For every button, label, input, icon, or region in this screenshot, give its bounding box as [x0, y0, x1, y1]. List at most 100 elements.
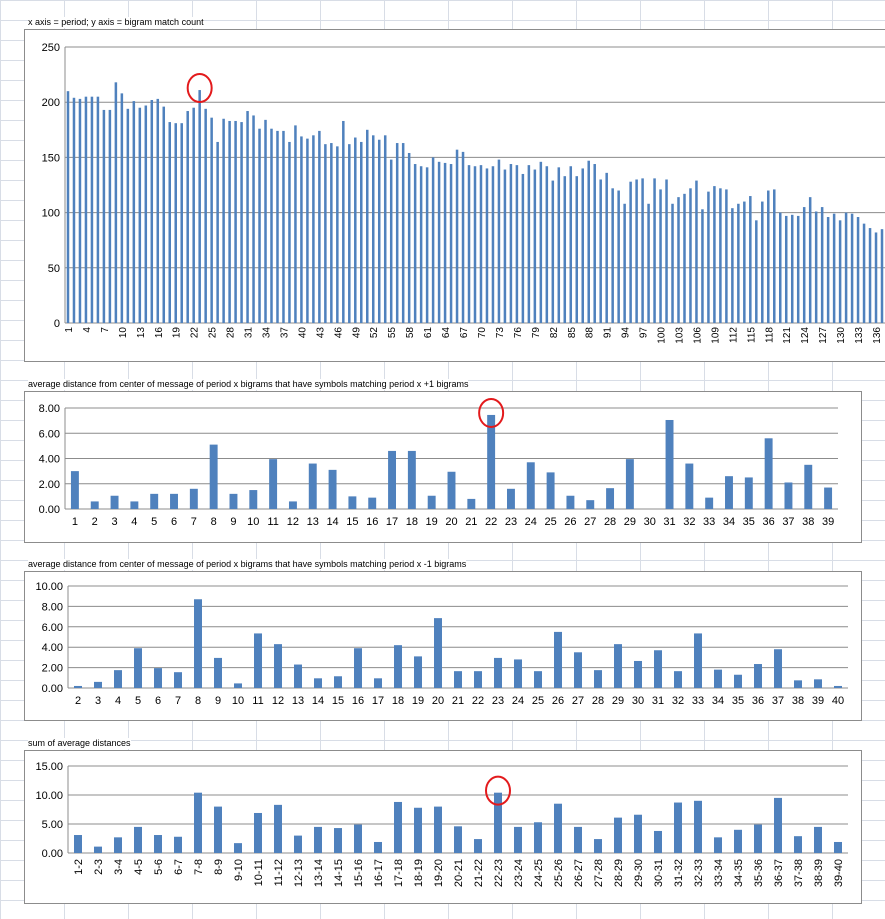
bar — [334, 828, 342, 853]
x-tick-label: 109 — [710, 327, 721, 344]
bar — [269, 459, 278, 509]
bar — [641, 178, 644, 323]
bar — [174, 836, 182, 853]
bar — [634, 814, 642, 853]
bar — [96, 96, 100, 324]
bar — [814, 826, 822, 853]
bar — [503, 169, 507, 323]
bar — [563, 176, 567, 323]
bar — [328, 469, 337, 509]
x-tick-label: 16 — [154, 327, 165, 339]
x-tick-label: 34 — [262, 327, 273, 339]
x-tick-label: 55 — [387, 327, 398, 339]
x-tick-label: 38-39 — [813, 859, 825, 887]
bar — [162, 106, 166, 323]
x-tick-label: 88 — [585, 327, 596, 339]
bar — [389, 159, 393, 323]
bar — [814, 679, 822, 688]
x-tick-label: 28 — [592, 695, 604, 707]
bar — [689, 188, 692, 323]
bar — [354, 137, 357, 323]
bar — [312, 135, 315, 323]
bar — [796, 215, 800, 323]
bar — [138, 107, 142, 323]
x-tick-label: 73 — [495, 327, 506, 339]
bar — [192, 107, 195, 323]
bar — [754, 824, 762, 853]
bar — [222, 118, 225, 323]
bar — [551, 180, 555, 323]
x-tick-label: 94 — [621, 327, 632, 339]
x-tick-label: 17 — [386, 516, 398, 528]
x-tick-label: 13 — [292, 695, 304, 707]
bar — [850, 213, 854, 323]
x-tick-label: 39 — [822, 516, 834, 528]
bar — [102, 109, 106, 323]
bar — [594, 670, 602, 688]
x-tick-label: 16 — [366, 516, 378, 528]
x-tick-label: 21 — [465, 516, 477, 528]
x-tick-label: 30-31 — [653, 859, 665, 887]
x-tick-label: 25 — [544, 516, 556, 528]
bar — [229, 493, 238, 509]
bar — [413, 164, 417, 323]
bar — [443, 162, 447, 323]
bar — [802, 207, 806, 323]
bar — [804, 464, 813, 509]
y-tick-label: 0.00 — [39, 504, 60, 516]
x-tick-label: 43 — [315, 327, 326, 339]
chart-sum-avg-distances: 0.00 5.00 10.00 15.00 1-2 2-3 3-4 4-5 5-6 6-7 7-8 8… — [24, 750, 862, 904]
x-tick-label: 19 — [426, 516, 438, 528]
bar — [228, 120, 231, 323]
bar — [454, 826, 462, 853]
x-tick-label: 27 — [584, 516, 596, 528]
chart-title: x axis = period; y axis = bigram match c… — [28, 17, 204, 28]
x-tick-label: 20 — [432, 695, 444, 707]
bar — [288, 141, 291, 323]
x-tick-label: 32 — [683, 516, 695, 528]
x-tick-label: 38 — [802, 516, 814, 528]
bar — [134, 826, 142, 853]
bar — [862, 223, 866, 323]
bar — [189, 488, 198, 509]
x-tick-label: 10 — [118, 327, 129, 339]
bar — [587, 160, 590, 323]
bar — [407, 152, 411, 323]
bar — [683, 193, 686, 323]
x-tick-label: 112 — [728, 327, 739, 343]
x-tick-label: 11-12 — [273, 859, 285, 886]
x-tick-label: 11 — [267, 516, 278, 528]
bar — [725, 476, 733, 509]
bar — [635, 179, 638, 323]
bar — [282, 130, 285, 323]
x-tick-label: 22 — [485, 516, 497, 528]
x-tick-label: 24 — [512, 695, 524, 707]
bar — [454, 671, 462, 688]
bar — [586, 500, 595, 509]
bar — [318, 130, 321, 323]
x-tick-label: 12 — [272, 695, 284, 707]
x-tick-label: 14-15 — [333, 859, 345, 887]
bar — [694, 800, 702, 853]
x-tick-label: 11 — [252, 695, 263, 707]
bar — [554, 631, 562, 688]
x-tick-label: 17 — [372, 695, 384, 707]
x-tick-label: 37 — [279, 327, 290, 339]
bar — [474, 839, 482, 853]
bar — [234, 120, 237, 323]
bar — [506, 488, 515, 509]
bar — [491, 166, 495, 323]
bar — [254, 812, 262, 853]
y-tick-label: 6.00 — [39, 428, 60, 440]
x-tick-label: 30 — [632, 695, 644, 707]
x-tick-label: 10-11 — [253, 859, 265, 886]
bar — [617, 190, 620, 323]
x-tick-label: 21 — [452, 695, 464, 707]
bar — [509, 164, 513, 323]
x-tick-label: 32 — [672, 695, 684, 707]
chart-period-bigram-count: 0 50 100 150 200 250 1 4 7 10 13 16 19 22 25 28 31 34 37 40… — [24, 29, 885, 362]
x-tick-label: 36-37 — [773, 859, 785, 887]
bar — [473, 166, 477, 323]
x-tick-label: 28 — [604, 516, 616, 528]
bar — [348, 144, 351, 323]
